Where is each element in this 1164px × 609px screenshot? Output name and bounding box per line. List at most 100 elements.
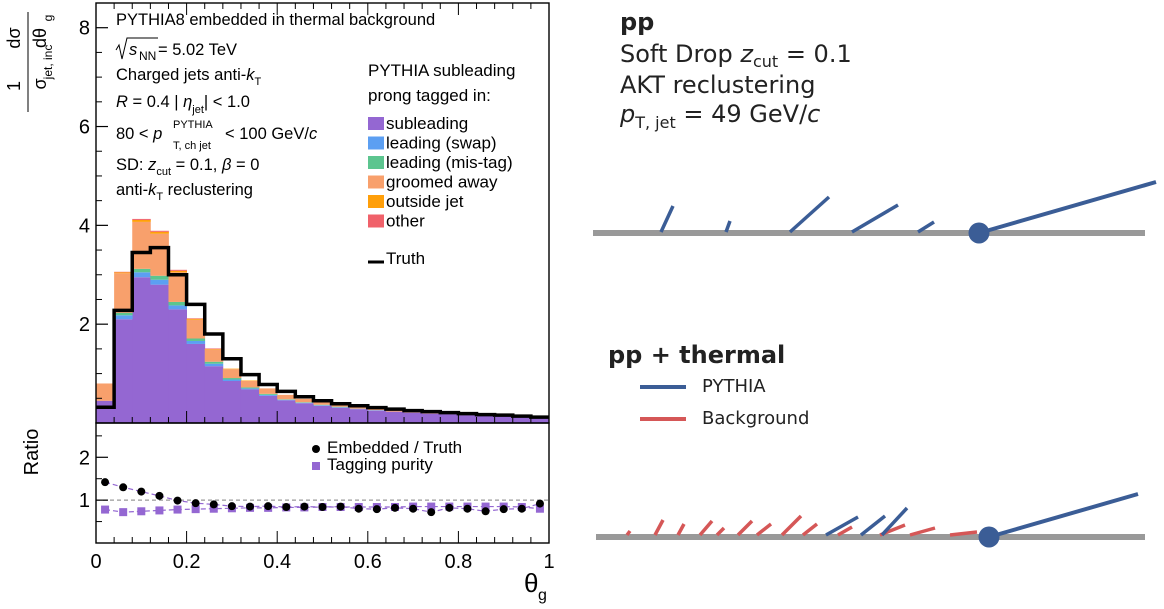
bg-particle (625, 529, 632, 537)
sd-text: Soft Drop (620, 40, 740, 68)
stack-bar-leading-mis-tag- (259, 393, 278, 395)
stack-bar-leading-swap- (132, 272, 151, 278)
embedded-truth-point (173, 496, 182, 505)
legend-title-2: prong tagged in: (368, 86, 491, 105)
stack-bar-leading-swap- (150, 279, 169, 285)
legend-truth-label: Truth (386, 249, 425, 268)
annotation-line-7: anti-kT reclustering (116, 181, 253, 203)
stack-bar-outside-jet (150, 231, 169, 234)
purity-point (101, 505, 110, 514)
y-label-num: dσ (4, 27, 24, 48)
bg-particle (653, 519, 665, 536)
embedded-truth-point (264, 502, 273, 511)
annotation-line-5-rest: < 100 GeV/c (225, 125, 318, 143)
stack-bar-groomed-away (168, 272, 187, 302)
embedded-truth-point (137, 487, 146, 496)
stack-bar-subleading (204, 366, 224, 423)
ratio-legend-purity: Tagging purity (327, 455, 433, 474)
thermal-pythia-particle (859, 514, 887, 537)
legend-title-1: PYTHIA subleading (368, 61, 515, 80)
stack-bar-subleading (132, 277, 151, 423)
annotation-line-3k: k (246, 66, 255, 84)
x-axis-label-sub: g (538, 587, 547, 604)
pt-line: pT, jet = 49 GeV/c (619, 100, 820, 132)
x-tick-label: 0.2 (173, 551, 201, 573)
stack-bar-groomed-away (313, 401, 332, 405)
annotation-line-3sub: T (255, 76, 262, 88)
annotation-line-4b: | < 1.0 (204, 93, 250, 111)
embedded-truth-point (119, 483, 128, 492)
embedded-truth-point (191, 499, 200, 508)
embedded-truth-point (155, 491, 164, 500)
stack-bar-other (132, 218, 151, 220)
stack-bar-subleading (367, 410, 387, 423)
bg-particle (909, 526, 936, 537)
stack-bar-leading-mis-tag- (204, 361, 224, 364)
thermal-pythia-particle (880, 506, 909, 537)
bg-particle (715, 526, 726, 537)
legend-label: outside jet (386, 192, 464, 211)
ratio-frame (95, 422, 550, 544)
stack-bar-leading-mis-tag- (114, 312, 133, 316)
stack-bar-subleading (404, 412, 423, 423)
pp-particle (724, 220, 732, 233)
purity-point (155, 506, 164, 515)
legend-swatch (368, 117, 384, 130)
purity-point (119, 508, 128, 517)
embedded-truth-point (300, 502, 309, 511)
annotation-line-3a: Charged jets anti- (116, 66, 246, 84)
sd-sub: cut (753, 52, 778, 71)
annotation-block: PYTHIA8 embedded in thermal background s… (115, 11, 435, 203)
pp-pythia-particles (659, 180, 1157, 235)
pp-particle (659, 205, 675, 233)
stack-bar-groomed-away (132, 221, 151, 269)
stack-bar-subleading (476, 415, 496, 423)
stack-bar-subleading (277, 400, 296, 423)
legend-pythia-label: PYTHIA (702, 376, 766, 397)
legend-background-label: Background (702, 408, 809, 429)
legend-label: other (386, 212, 425, 231)
bg-particle (736, 519, 754, 537)
purity-point (209, 504, 218, 513)
stack-bar-subleading (114, 319, 133, 423)
sd-z: z (739, 40, 754, 68)
stack-bar-subleading (186, 343, 206, 423)
legend-label: leading (mis-tag) (386, 153, 513, 172)
y-tick-label: 4 (79, 215, 90, 237)
annotation-line-5: 80 < p (116, 125, 162, 143)
annotation-line-7a: anti- (116, 181, 148, 199)
annotation-sqrt-s: s (129, 41, 137, 59)
legend-label: leading (swap) (386, 134, 497, 153)
upper-x-ticks (95, 3, 550, 423)
annotation-line-1: PYTHIA8 embedded in thermal background (116, 11, 435, 29)
purity-point (137, 507, 146, 516)
stack-bar-groomed-away (96, 383, 115, 401)
legend-label: subleading (386, 114, 468, 133)
annotation-line-5a: 80 < (116, 125, 153, 143)
thermal-pythia-particle (825, 515, 859, 537)
stack-bar-leading-mis-tag- (168, 301, 187, 306)
pt-p: p (619, 100, 635, 128)
stack-bar-leading-swap- (204, 363, 224, 367)
stack-bar-leading-swap- (222, 379, 242, 381)
ratio-y-ticks: 12 (79, 435, 108, 523)
ratio-axis-label: Ratio (21, 429, 43, 476)
x-axis-label: θ (524, 568, 538, 598)
embedded-truth-point (209, 500, 218, 509)
embedded-truth-point (481, 507, 490, 516)
annotation-line-4eta: η (183, 93, 192, 111)
annotation-line-6: SD: zcut = 0.1, β = 0 (116, 156, 259, 178)
annotation-energy: = 5.02 TeV (158, 41, 237, 59)
ratio-legend: Embedded / Truth Tagging purity (312, 438, 462, 474)
stack-bar-subleading (295, 403, 314, 423)
stack-bar-groomed-away (186, 319, 206, 339)
stack-bar-subleading (385, 411, 405, 423)
x-tick-label: 0.8 (444, 551, 472, 573)
pt-c: c (807, 100, 820, 128)
sd-line: Soft Drop zcut = 0.1 (620, 40, 852, 71)
pt-sub: T, jet (634, 113, 676, 132)
bg-particle (698, 519, 714, 537)
stack-bar-leading-swap- (114, 315, 133, 320)
stack-bar-leading-mis-tag- (240, 387, 260, 389)
